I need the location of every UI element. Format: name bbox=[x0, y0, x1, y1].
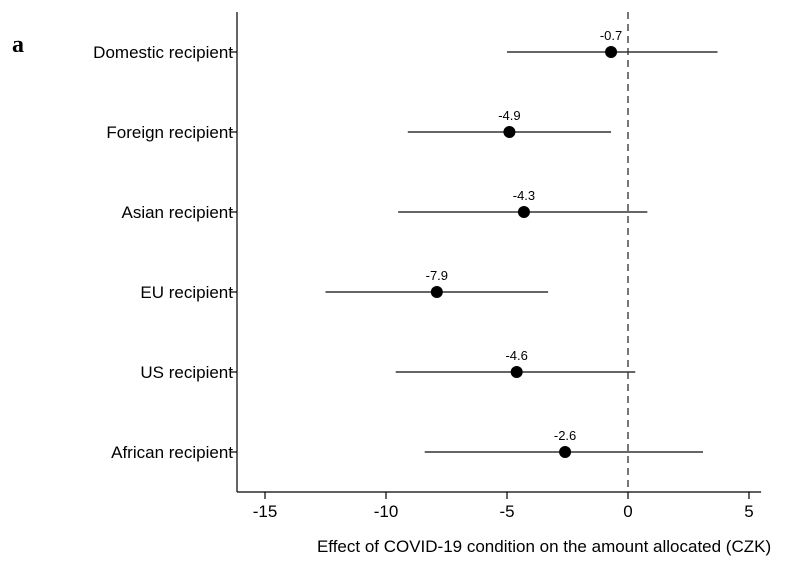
category-label: Asian recipient bbox=[121, 203, 233, 222]
data-label: -7.9 bbox=[426, 268, 448, 283]
x-tick-label: -10 bbox=[374, 502, 399, 521]
category-label: Domestic recipient bbox=[93, 43, 233, 62]
x-axis-title: Effect of COVID-19 condition on the amou… bbox=[317, 537, 771, 556]
category-label: US recipient bbox=[140, 363, 233, 382]
x-tick-label: 0 bbox=[623, 502, 632, 521]
panel-label: a bbox=[12, 32, 24, 58]
point-estimate bbox=[430, 286, 443, 298]
point-estimate bbox=[559, 446, 572, 458]
x-tick-label: 5 bbox=[744, 502, 753, 521]
plot-area: -15 -10 -5 0 5 Domestic recipient -0.7 Foreign … bbox=[93, 12, 762, 521]
category-label: EU recipient bbox=[140, 283, 233, 302]
category-label: African recipient bbox=[111, 443, 233, 462]
data-label: -2.6 bbox=[554, 428, 576, 443]
x-tick-label: -5 bbox=[499, 502, 514, 521]
point-estimate bbox=[510, 366, 523, 378]
category-label: Foreign recipient bbox=[106, 123, 233, 142]
data-label: -4.3 bbox=[513, 188, 535, 203]
x-tick-label: -15 bbox=[253, 502, 278, 521]
data-label: -0.7 bbox=[600, 28, 622, 43]
point-estimate bbox=[517, 206, 530, 218]
data-label: -4.9 bbox=[498, 108, 520, 123]
point-estimate bbox=[503, 126, 516, 138]
data-label: -4.6 bbox=[505, 348, 527, 363]
point-estimate bbox=[605, 46, 618, 58]
